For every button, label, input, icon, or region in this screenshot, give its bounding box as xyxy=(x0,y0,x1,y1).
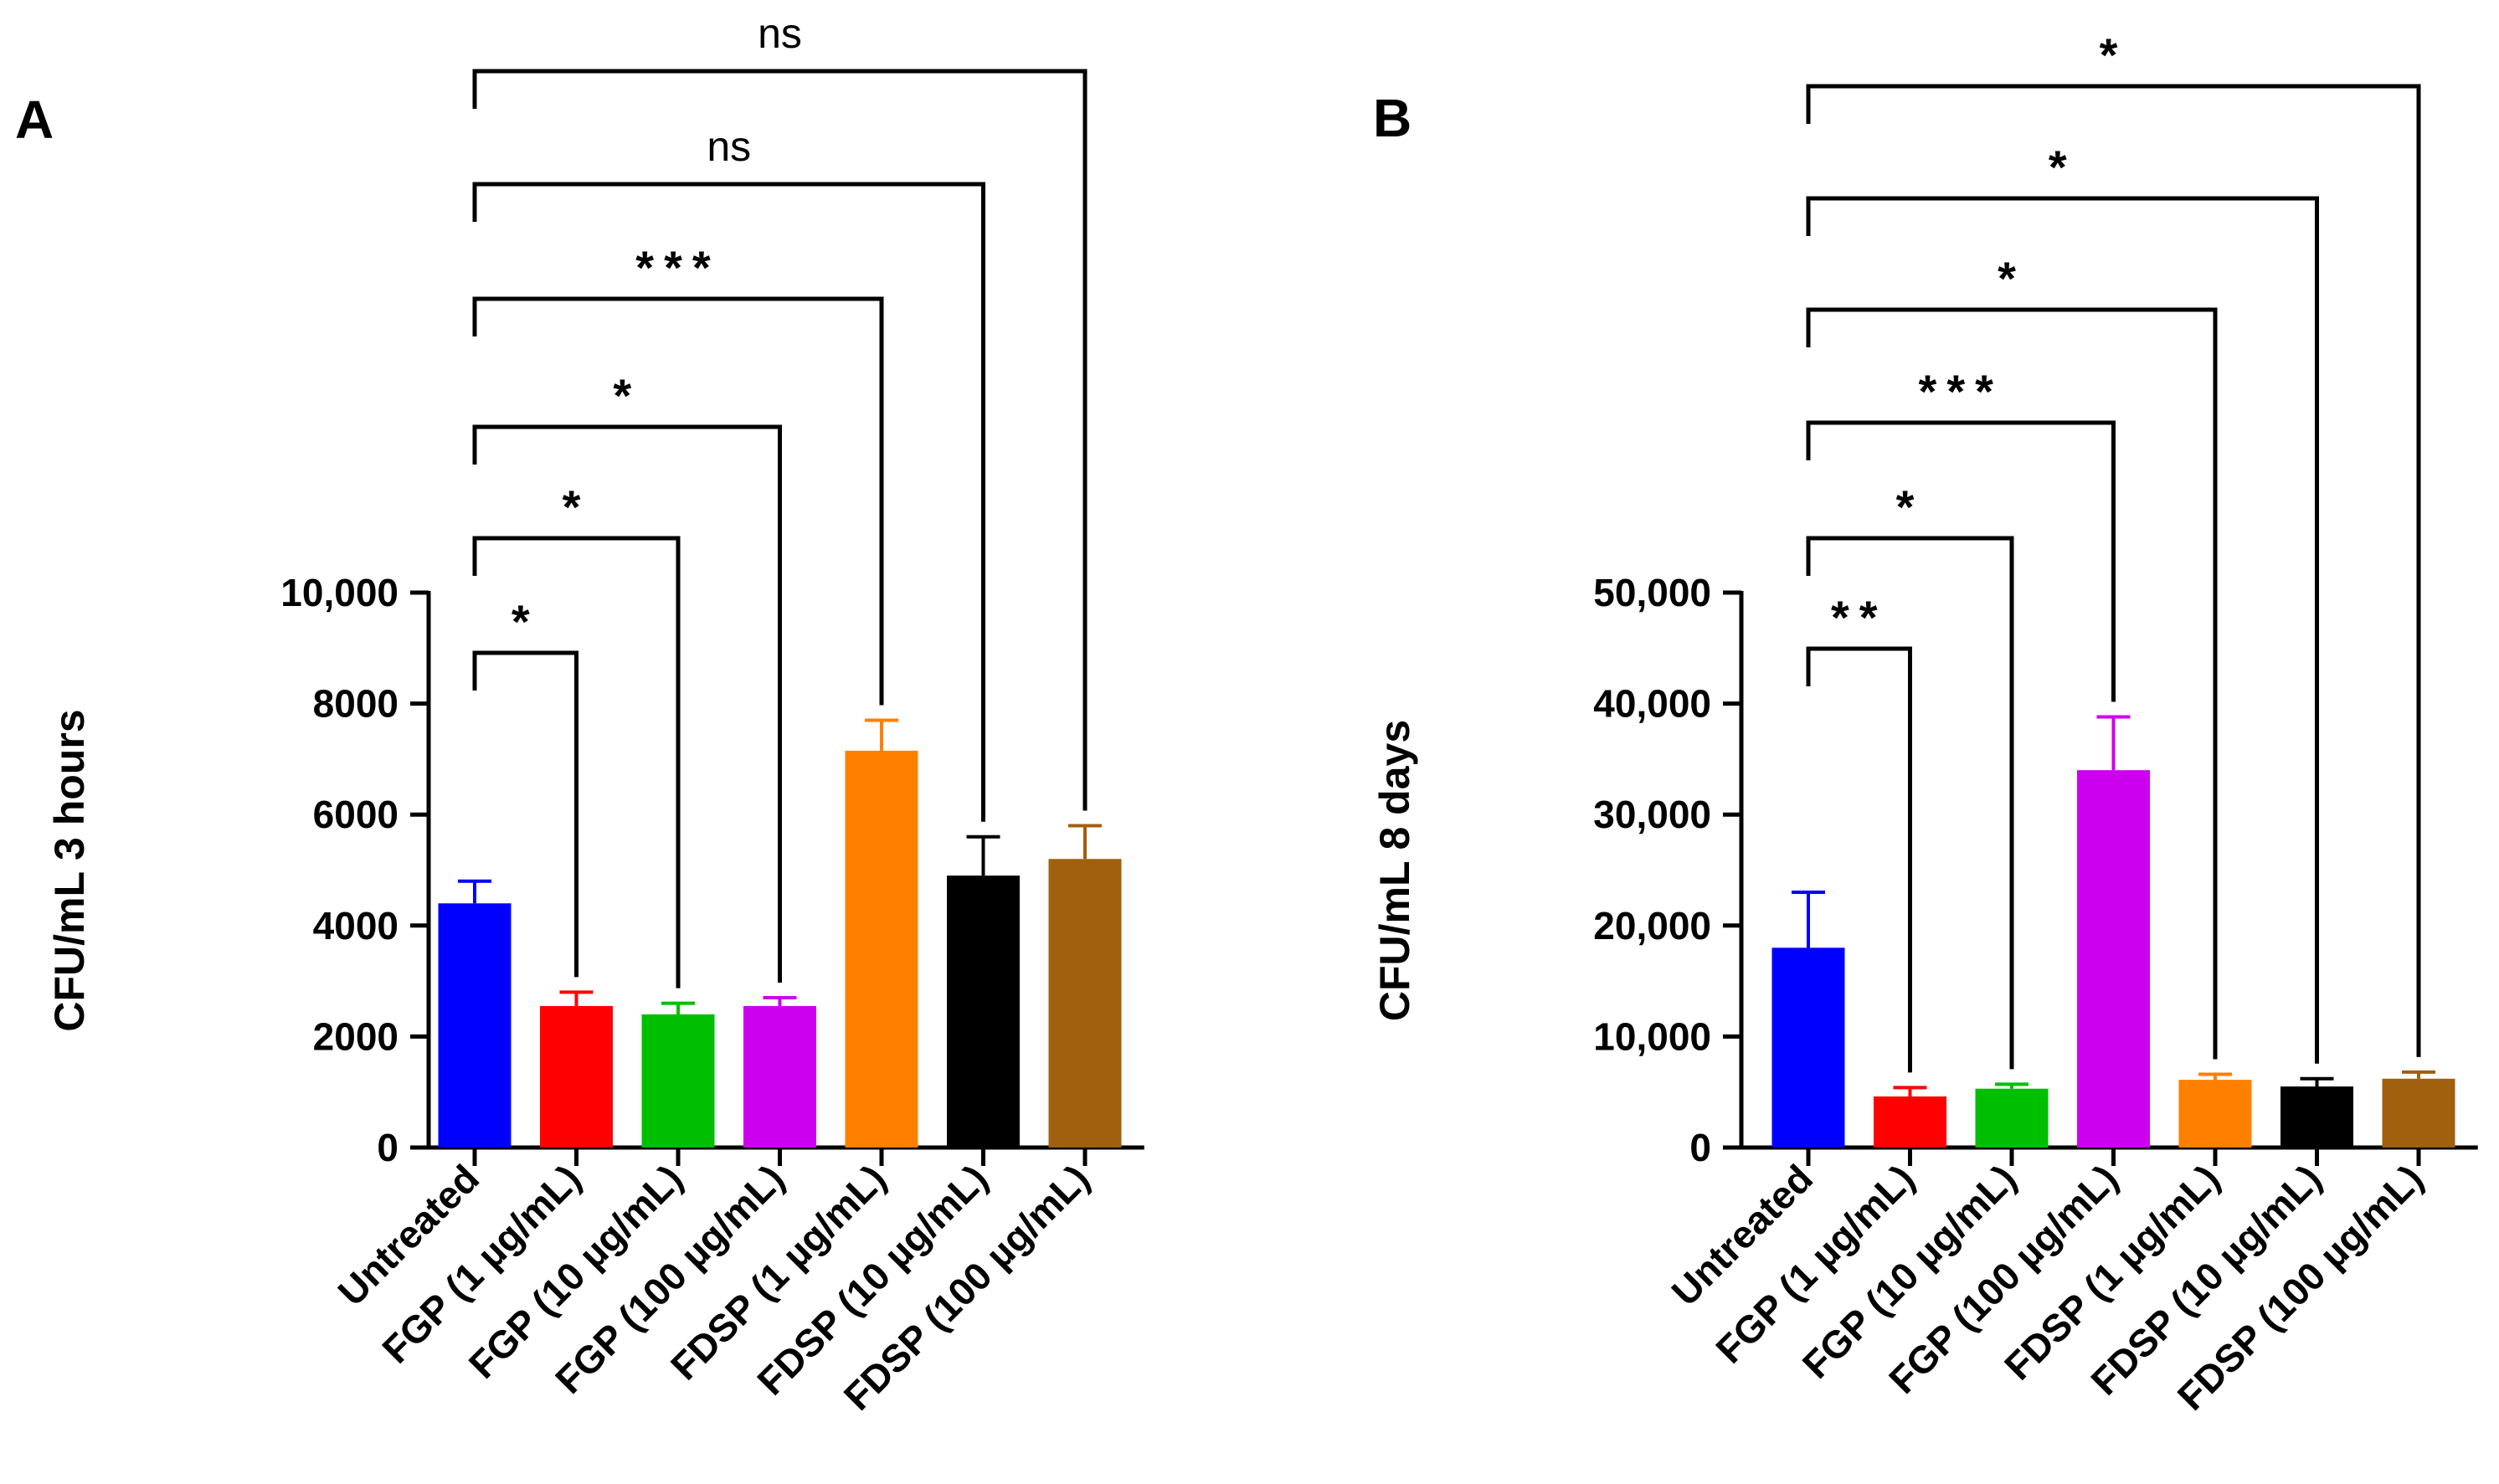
bar xyxy=(743,1005,816,1148)
y-axis-title: CFU/mL 3 hours xyxy=(46,709,93,1031)
significance-bracket xyxy=(472,296,884,706)
bar xyxy=(540,1005,613,1148)
bar xyxy=(947,876,1020,1148)
y-tick-label: 8000 xyxy=(313,682,399,726)
significance-bracket xyxy=(472,424,782,983)
significance-bracket xyxy=(1806,84,2421,1057)
y-tick-label: 10,000 xyxy=(280,571,399,614)
bar xyxy=(1975,1088,2049,1148)
y-tick-label: 10,000 xyxy=(1593,1014,1711,1058)
significance-bracket xyxy=(472,182,985,822)
panel-label: B xyxy=(1373,88,1411,148)
significance-bracket xyxy=(1806,196,2319,1064)
chart-panel-b: B CFU/mL 8 days 0 10,000 20,000 30,000 40,000 5… xyxy=(1371,28,2478,1419)
bar xyxy=(1771,947,1845,1148)
bar xyxy=(2280,1086,2353,1148)
y-tick-label: 2000 xyxy=(313,1014,399,1058)
significance-label: * xyxy=(2100,28,2128,81)
bar xyxy=(641,1014,715,1148)
significance-label: ns xyxy=(758,10,802,57)
y-tick-label: 50,000 xyxy=(1593,571,1711,614)
significance-label: *** xyxy=(635,241,720,294)
significance-label: * xyxy=(1998,252,2026,305)
significance-bracket xyxy=(472,536,681,988)
significance-label: *** xyxy=(1919,365,2003,418)
bar xyxy=(2382,1078,2455,1148)
y-tick-label: 0 xyxy=(377,1126,399,1169)
significance-label: * xyxy=(563,480,591,533)
significance-label: * xyxy=(613,369,641,422)
significance-bracket xyxy=(1806,420,2116,702)
y-tick-label: 30,000 xyxy=(1593,793,1711,836)
significance-bracket xyxy=(1806,536,2014,1070)
bar xyxy=(2077,770,2150,1148)
significance-label: * xyxy=(1896,480,1925,533)
bar xyxy=(1874,1096,1946,1148)
bar xyxy=(1048,859,1122,1148)
significance-bracket xyxy=(472,69,1088,811)
bar xyxy=(845,750,918,1148)
y-tick-label: 20,000 xyxy=(1593,904,1711,947)
bar xyxy=(2178,1080,2252,1148)
significance-label: ns xyxy=(707,123,751,170)
panel-label: A xyxy=(15,90,54,150)
y-tick-label: 4000 xyxy=(313,904,399,947)
y-tick-label: 6000 xyxy=(313,793,399,836)
bar xyxy=(438,903,512,1148)
y-axis-title: CFU/mL 8 days xyxy=(1371,720,1418,1021)
significance-label: ** xyxy=(1831,591,1888,644)
significance-label: * xyxy=(2049,141,2077,193)
significance-bracket xyxy=(1806,646,1912,1073)
significance-bracket xyxy=(1806,307,2218,1060)
significance-bracket xyxy=(472,650,578,978)
y-tick-label: 40,000 xyxy=(1593,682,1711,726)
y-tick-label: 0 xyxy=(1689,1126,1711,1169)
significance-label: * xyxy=(512,595,540,648)
